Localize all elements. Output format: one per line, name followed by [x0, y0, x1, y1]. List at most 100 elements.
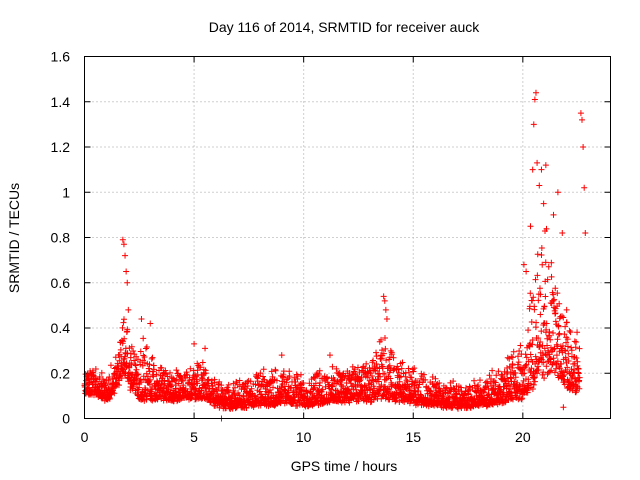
- data-point: [537, 338, 544, 345]
- data-point: [446, 394, 453, 401]
- data-point: [562, 323, 569, 330]
- data-point: [372, 367, 379, 374]
- data-point: [486, 372, 493, 379]
- data-point: [499, 372, 506, 379]
- y-tick-label: 1.4: [51, 94, 71, 110]
- data-point: [533, 319, 540, 326]
- data-point: [376, 391, 383, 398]
- data-point: [125, 306, 132, 313]
- data-point: [543, 225, 550, 232]
- data-point: [568, 375, 575, 382]
- data-point: [192, 386, 199, 393]
- data-point: [420, 371, 427, 378]
- data-point: [550, 211, 557, 218]
- y-tick-label: 0: [62, 411, 70, 427]
- data-point: [572, 344, 579, 351]
- data-point: [172, 377, 179, 384]
- data-point: [138, 315, 145, 322]
- data-point: [375, 378, 382, 385]
- data-point: [510, 348, 517, 355]
- data-point: [373, 349, 380, 356]
- data-point: [134, 370, 141, 377]
- y-tick-label: 0.4: [51, 320, 71, 336]
- data-point: [567, 329, 574, 336]
- data-point: [532, 89, 539, 96]
- data-point: [329, 383, 336, 390]
- data-point: [537, 311, 544, 318]
- data-point: [219, 387, 226, 394]
- data-point: [563, 319, 570, 326]
- data-point: [556, 365, 563, 372]
- data-point: [140, 335, 147, 342]
- data-point: [106, 374, 113, 381]
- data-point: [351, 366, 358, 373]
- data-point: [385, 363, 392, 370]
- data-point: [532, 353, 539, 360]
- data-point: [509, 354, 516, 361]
- data-point: [450, 385, 457, 392]
- data-point: [574, 329, 581, 336]
- data-point: [528, 318, 535, 325]
- data-point: [122, 252, 129, 259]
- data-point: [560, 314, 567, 321]
- data-point: [145, 373, 152, 380]
- data-point: [120, 316, 127, 323]
- data-point: [538, 166, 545, 173]
- data-point: [381, 335, 388, 342]
- data-point: [365, 380, 372, 387]
- data-point: [96, 374, 103, 381]
- data-point: [518, 396, 525, 403]
- data-point: [398, 365, 405, 372]
- data-point: [530, 294, 537, 301]
- data-point: [153, 371, 160, 378]
- data-point: [126, 375, 133, 382]
- data-point: [240, 393, 247, 400]
- data-point: [406, 369, 413, 376]
- data-point: [218, 382, 225, 389]
- data-point: [197, 364, 204, 371]
- data-point: [565, 357, 572, 364]
- data-point: [209, 382, 216, 389]
- data-point: [498, 386, 505, 393]
- data-point: [514, 379, 521, 386]
- data-point: [141, 353, 148, 360]
- data-point: [382, 306, 389, 313]
- data-point: [579, 116, 586, 123]
- data-point: [538, 245, 545, 252]
- data-point: [304, 390, 311, 397]
- data-point: [291, 374, 298, 381]
- data-point: [463, 394, 470, 401]
- data-point: [580, 144, 587, 150]
- y-tick-label: 0.2: [51, 365, 71, 381]
- data-point: [522, 351, 529, 358]
- data-point: [475, 382, 482, 389]
- data-point: [267, 387, 274, 394]
- data-point: [316, 379, 323, 386]
- data-point: [146, 361, 153, 368]
- data-point: [287, 385, 294, 392]
- data-point: [556, 300, 563, 307]
- data-point: [124, 326, 131, 333]
- data-point: [297, 371, 304, 378]
- data-point: [123, 268, 130, 275]
- data-point: [324, 374, 331, 381]
- data-point: [204, 377, 211, 384]
- data-point: [552, 318, 559, 325]
- data-point: [558, 368, 565, 375]
- data-point: [92, 366, 99, 373]
- data-point: [344, 394, 351, 401]
- data-point: [536, 182, 543, 189]
- data-point: [370, 357, 377, 364]
- data-point: [377, 373, 384, 380]
- data-point: [534, 251, 541, 258]
- data-point: [167, 369, 174, 376]
- data-point: [568, 347, 575, 354]
- data-point: [411, 385, 418, 392]
- data-point: [558, 313, 565, 320]
- data-point: [216, 378, 223, 385]
- data-point: [476, 377, 483, 384]
- data-point: [259, 373, 266, 380]
- data-point: [167, 383, 174, 390]
- data-point: [82, 380, 89, 387]
- data-point: [316, 371, 323, 378]
